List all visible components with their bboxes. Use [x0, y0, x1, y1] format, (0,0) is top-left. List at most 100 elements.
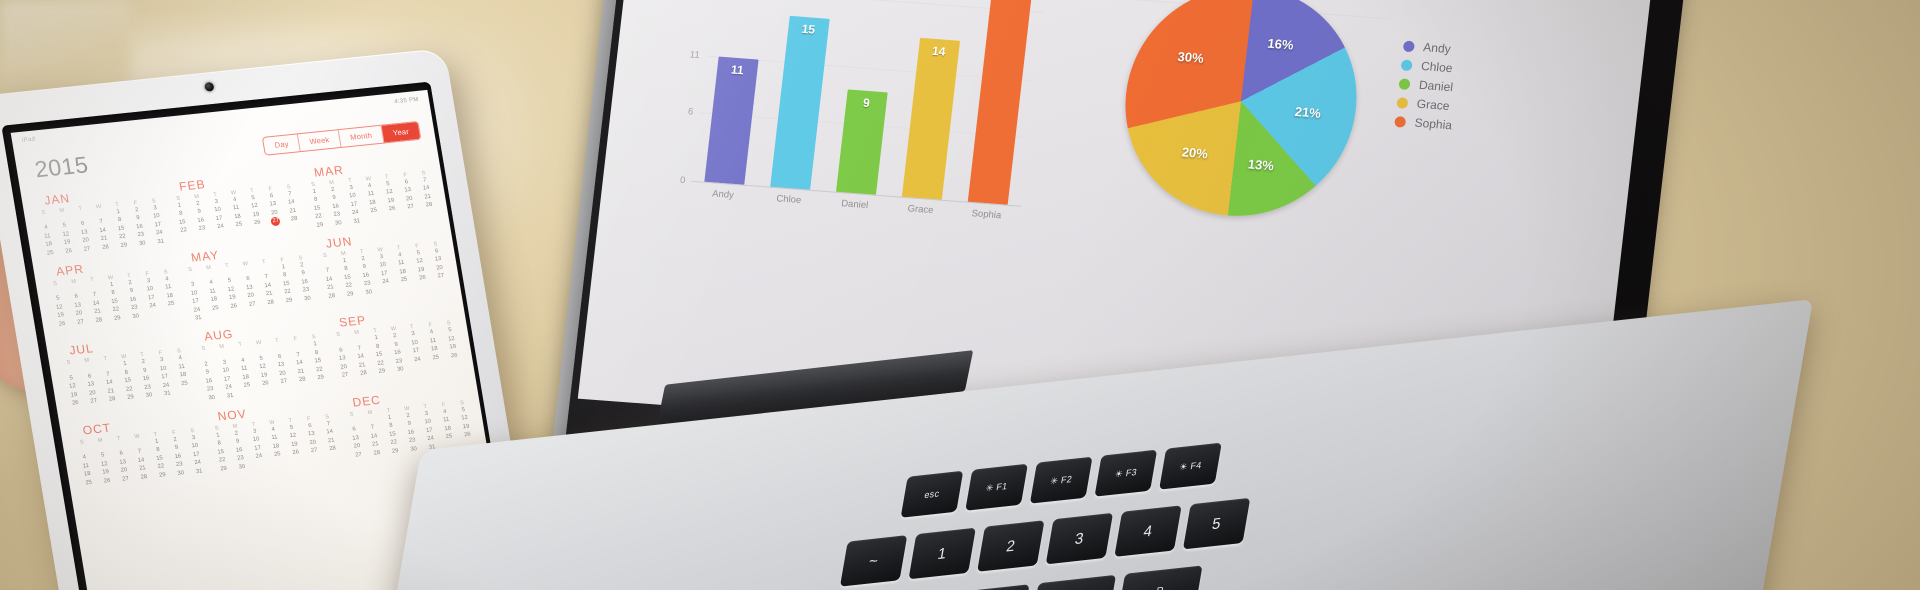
calendar-month-sep[interactable]: SEP S M T W T F S 1 2 3 4 5 6 7 8 9 10 11 12 13 14 15 16 17 18 19…: [326, 304, 467, 389]
calendar-day-cell[interactable]: 24: [413, 356, 422, 363]
key-f1[interactable]: ✳ F1: [965, 463, 1028, 511]
calendar-day-cell[interactable]: 29: [120, 241, 128, 249]
bar-daniel[interactable]: 9: [836, 89, 888, 195]
key-f3[interactable]: ☀ F3: [1094, 449, 1158, 497]
calendar-view-switcher[interactable]: Day Week Month Year: [262, 120, 422, 156]
calendar-day-cell[interactable]: 27: [83, 245, 91, 253]
key-f4[interactable]: ☀ F4: [1159, 442, 1222, 490]
calendar-day-cell[interactable]: 24: [149, 302, 157, 310]
calendar-day-cell[interactable]: 27: [354, 451, 363, 459]
calendar-day-cell[interactable]: 26: [71, 399, 80, 407]
calendar-day-cell[interactable]: 29: [158, 471, 167, 479]
key-esc[interactable]: esc: [900, 470, 964, 518]
calendar-view-tab-year[interactable]: Year: [381, 121, 421, 142]
calendar-day-cell[interactable]: 26: [64, 247, 73, 255]
bar-andy[interactable]: 11: [704, 56, 759, 185]
calendar-month-jan[interactable]: JAN S M T W T F S 1 2 3 4 5 6 7 8 9 10 11 12 13 14 15 16 17 18 19…: [31, 182, 170, 258]
calendar-day-cell[interactable]: 25: [180, 380, 189, 387]
calendar-month-nov[interactable]: NOV S M T W T F S 1 2 3 4 5 6 7 8 9 10 11 12 13 14 15 16 17 18 19 2…: [205, 397, 344, 473]
calendar-day-cell[interactable]: 29: [346, 290, 355, 298]
calendar-day-cell[interactable]: 27: [280, 378, 288, 385]
calendar-day-cell[interactable]: 31: [353, 217, 361, 225]
calendar-day-cell[interactable]: 29: [113, 314, 122, 322]
legend-item-daniel[interactable]: Daniel: [1398, 76, 1457, 94]
key-[interactable]: ~: [839, 535, 908, 587]
legend-item-grace[interactable]: Grace: [1396, 95, 1455, 113]
calendar-day-cell[interactable]: 28: [95, 316, 103, 324]
calendar-day-cell[interactable]: 30: [409, 445, 418, 453]
calendar-day-cell[interactable]: 31: [157, 238, 165, 245]
calendar-day-cell[interactable]: 26: [418, 274, 427, 282]
calendar-day-cell[interactable]: 29: [219, 465, 228, 472]
calendar-day-cell[interactable]: 28: [266, 299, 275, 306]
key-r[interactable]: R: [1117, 565, 1203, 590]
calendar-month-jul[interactable]: JUL S M T W T F S 1 2 3 4 5 6 7 8 9 10 11 12 13 14 15 16 17 18 19…: [56, 332, 197, 417]
calendar-day-cell[interactable]: 28: [140, 473, 148, 481]
calendar-day-cell[interactable]: 26: [58, 320, 66, 328]
calendar-day-cell[interactable]: 27: [248, 300, 256, 308]
calendar-view-tab-week[interactable]: Week: [298, 129, 342, 151]
calendar-day-cell[interactable]: 25: [46, 249, 54, 257]
calendar-day-cell[interactable]: 27: [406, 203, 415, 211]
calendar-month-may[interactable]: MAY S M T W T F S 1 2 3 4 5 6 7 8 9 10 11 12 13 14 15 16 17 18 19…: [178, 239, 319, 324]
bar-sophia[interactable]: 21: [967, 0, 1036, 205]
calendar-day-cell[interactable]: 27: [310, 447, 318, 455]
calendar-day-cell[interactable]: 29: [317, 374, 325, 382]
column-chart[interactable]: Column Chart 0611172211Andy15Chloe9Danie…: [635, 0, 1064, 282]
calendar-day-cell[interactable]: 29: [126, 394, 135, 401]
legend-item-chloe[interactable]: Chloe: [1400, 57, 1459, 75]
calendar-view-tab-month[interactable]: Month: [338, 125, 385, 147]
calendar-day-cell[interactable]: 25: [370, 207, 378, 215]
calendar-day-cell[interactable]: 26: [463, 431, 472, 439]
bar-chloe[interactable]: 15: [770, 16, 830, 190]
calendar-day-cell[interactable]: 30: [334, 219, 343, 227]
calendar-day-cell[interactable]: 27: [341, 372, 349, 379]
calendar-day-cell[interactable]: 28: [101, 243, 110, 251]
calendar-day-cell[interactable]: 25: [243, 382, 251, 389]
calendar-day-cell[interactable]: 31: [194, 314, 203, 322]
calendar-day-cell[interactable]: 27: [437, 273, 445, 280]
calendar-day-cell[interactable]: 26: [388, 205, 396, 213]
calendar-day-cell[interactable]: 25: [273, 451, 282, 458]
calendar-day-cell[interactable]: 31: [226, 392, 234, 399]
calendar-day-cell[interactable]: 28: [290, 215, 298, 223]
calendar-months-grid[interactable]: JAN S M T W T F S 1 2 3 4 5 6 7 8 9 10 11 12 13 14 15 16 17 18 19…: [31, 154, 479, 488]
calendar-month-apr[interactable]: APR S M T W T F S 1 2 3 4 5 6 7 8 9 10 11 12 13 14 15 16 17 18 19…: [43, 253, 184, 338]
calendar-month-oct[interactable]: OCT S M T W T F S 1 2 3 4 5 6 7 8 9 10 11 12 13 14 15 16 17 18 19…: [70, 411, 209, 487]
calendar-day-cell[interactable]: 28: [108, 396, 116, 403]
calendar-month-aug[interactable]: AUG S M T W T F S 1 2 3 4 5 6 7 8 9 10 11 12 13 14 15 16 17 18 19…: [191, 318, 332, 403]
pie-chart[interactable]: Pie Chart 16%21%13%20%30% AndyChloeDanie…: [1053, 0, 1563, 330]
calendar-day-cell[interactable]: 29: [316, 221, 324, 229]
calendar-day-cell[interactable]: 28: [359, 370, 368, 377]
calendar-day-cell[interactable]: 25: [445, 433, 453, 441]
calendar-day-cell[interactable]: 27: [266, 216, 286, 226]
calendar-day-cell[interactable]: 27: [76, 318, 85, 326]
key-w[interactable]: W: [944, 584, 1030, 590]
calendar-day-cell[interactable]: 29: [285, 297, 293, 304]
calendar-day-cell[interactable]: 26: [253, 219, 262, 227]
calendar-day-cell[interactable]: 30: [303, 295, 312, 302]
calendar-day-cell[interactable]: 27: [90, 398, 98, 405]
calendar-view-tab-day[interactable]: Day: [263, 133, 301, 155]
calendar-day-cell[interactable]: 30: [207, 394, 216, 401]
key-e[interactable]: E: [1031, 574, 1117, 590]
key-f2[interactable]: ✳ F2: [1029, 456, 1093, 504]
key-5[interactable]: 5: [1182, 497, 1251, 550]
legend-item-sophia[interactable]: Sophia: [1394, 114, 1453, 132]
calendar-day-cell[interactable]: 30: [138, 240, 147, 247]
calendar-day-cell[interactable]: 25: [400, 276, 408, 284]
calendar-day-cell[interactable]: 31: [195, 467, 203, 475]
calendar-day-cell[interactable]: 24: [255, 453, 263, 460]
key-1[interactable]: 1: [908, 527, 976, 580]
calendar-day-cell[interactable]: 25: [84, 479, 93, 486]
calendar-day-cell[interactable]: 29: [378, 368, 386, 375]
calendar-day-cell[interactable]: 28: [328, 445, 337, 453]
calendar-day-cell[interactable]: 25: [432, 354, 440, 361]
calendar-day-cell[interactable]: 31: [163, 390, 172, 398]
calendar-day-cell[interactable]: 28: [425, 202, 433, 209]
calendar-day-cell[interactable]: 22: [180, 227, 188, 234]
calendar-day-cell[interactable]: 23: [198, 225, 206, 233]
calendar-day-cell[interactable]: 30: [132, 313, 140, 320]
calendar-day-cell[interactable]: 26: [292, 449, 300, 457]
calendar-day-cell[interactable]: 29: [391, 447, 399, 455]
